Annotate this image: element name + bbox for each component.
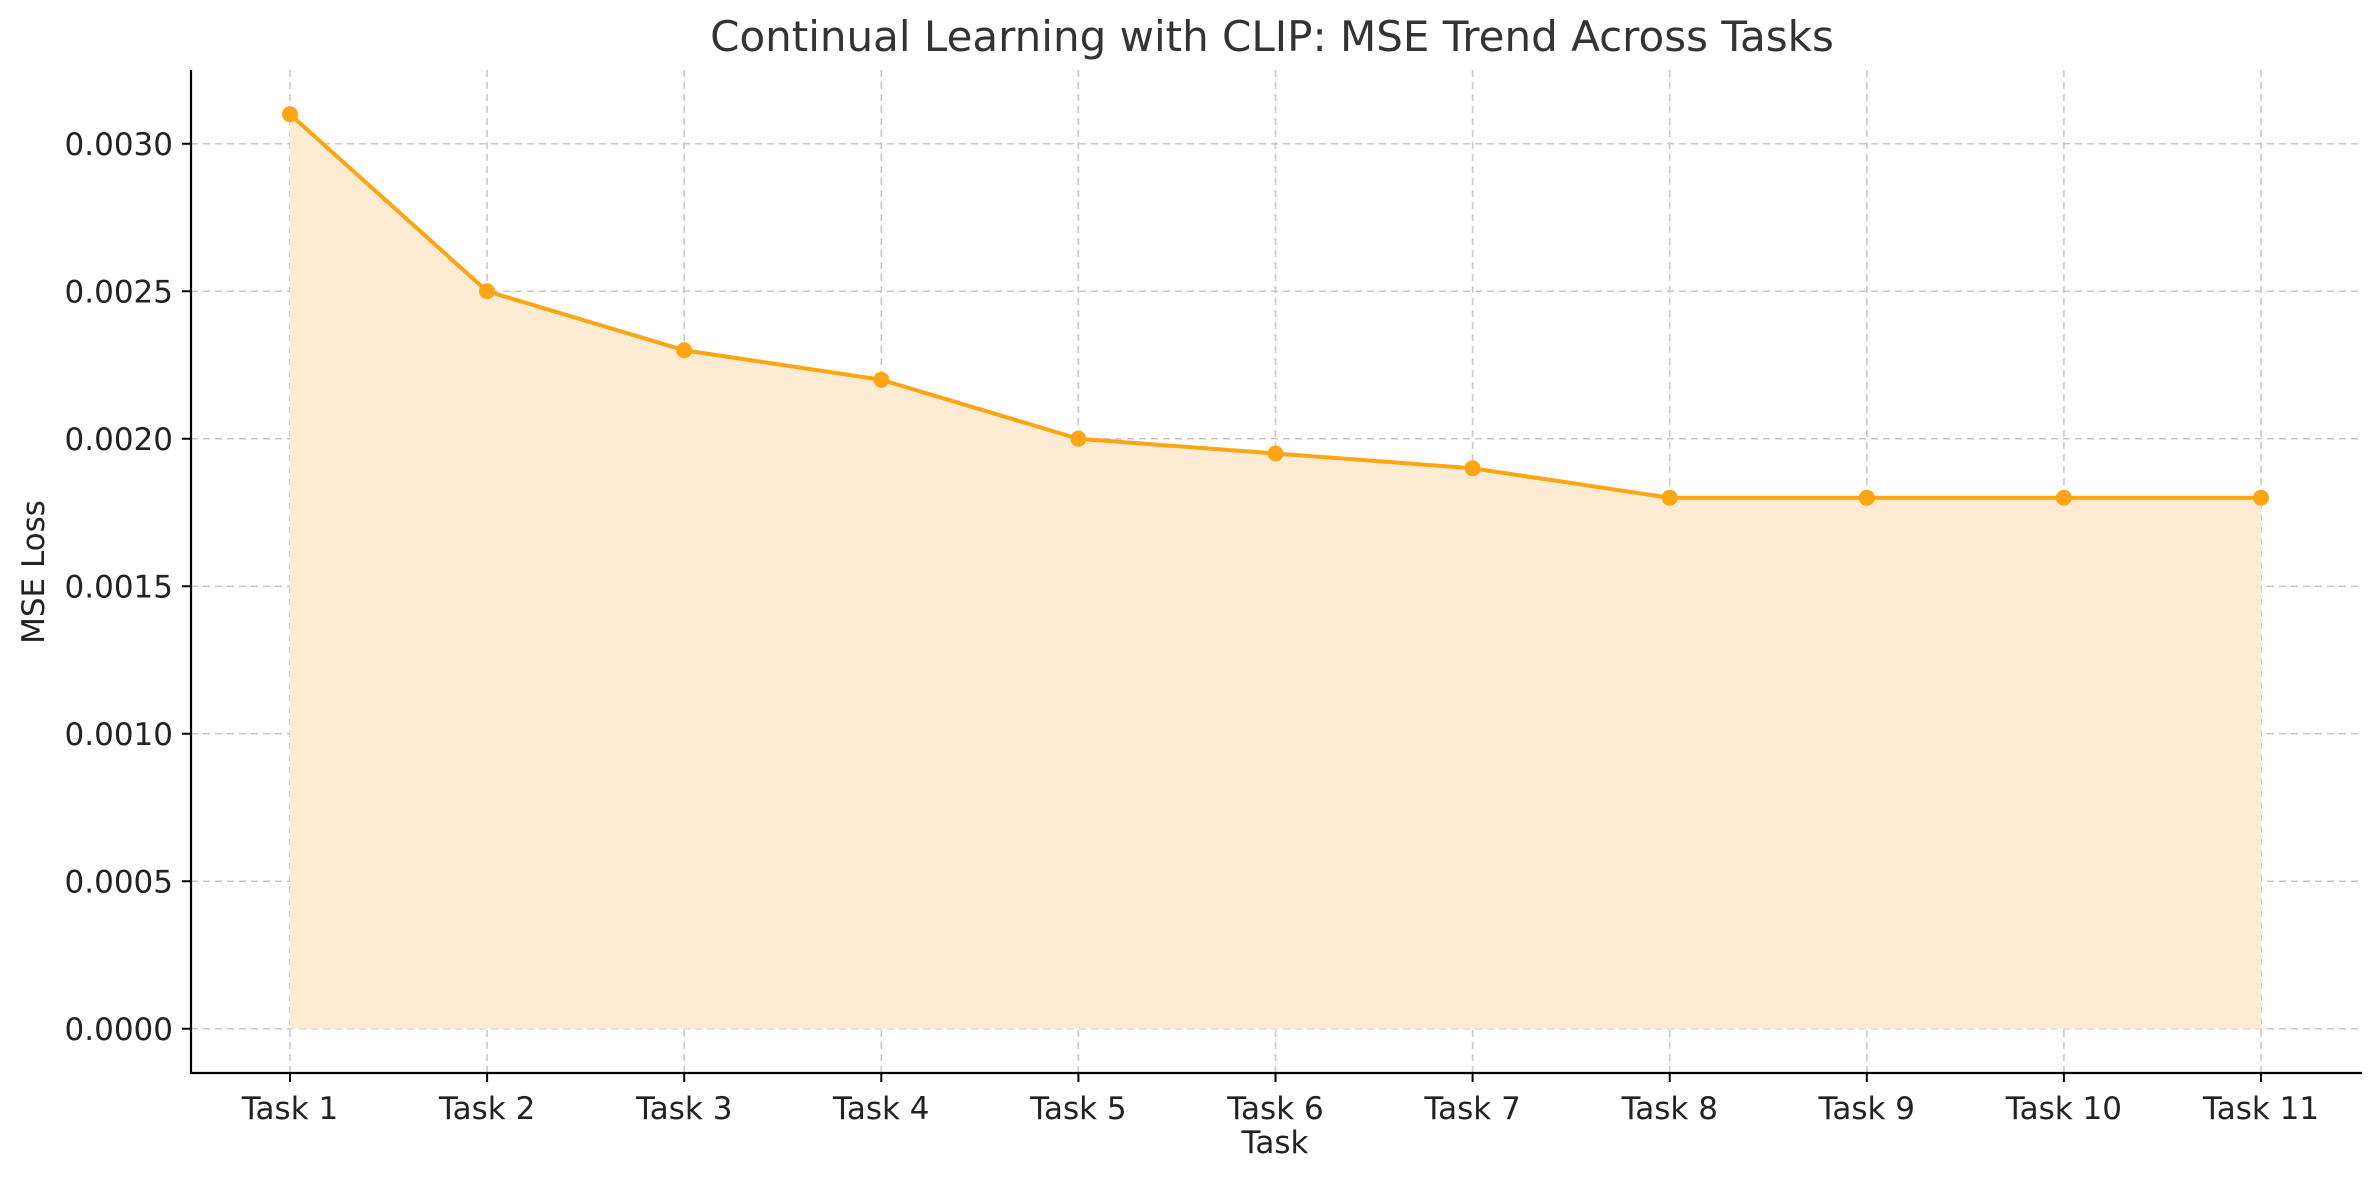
data-point [1267, 445, 1284, 462]
data-point [282, 106, 298, 123]
x-tick-label: Task 11 [2202, 1091, 2319, 1127]
data-point [676, 342, 693, 359]
ticks: Task 1 Task 2 Task 3 Task 4 Task 5 Task 6 Task… [65, 127, 2320, 1127]
y-tick-label: 0.0015 [65, 569, 173, 605]
data-point [873, 371, 890, 388]
data-point [1070, 430, 1087, 447]
data-point [1464, 460, 1481, 477]
y-tick-label: 0.0030 [65, 127, 173, 163]
data-point [2055, 489, 2072, 506]
x-tick-label: Task 5 [1029, 1091, 1126, 1127]
area-layer [290, 114, 2261, 1029]
chart-title: Continual Learning with CLIP: MSE Trend … [710, 12, 1834, 61]
y-axis-label: MSE Loss [16, 500, 52, 644]
data-point [2253, 489, 2269, 506]
series-area-fill [290, 114, 2261, 1029]
x-tick-label: Task 1 [241, 1091, 338, 1127]
data-point [1858, 489, 1875, 506]
x-tick-label: Task 6 [1226, 1091, 1323, 1127]
x-tick-label: Task 9 [1818, 1091, 1915, 1127]
y-tick-label: 0.0005 [65, 864, 173, 900]
data-point [1661, 489, 1678, 506]
x-tick-label: Task 7 [1423, 1091, 1520, 1127]
y-tick-label: 0.0025 [65, 274, 173, 310]
x-tick-label: Task 4 [832, 1091, 929, 1127]
y-tick-label: 0.0020 [65, 422, 173, 458]
marker-layer [282, 106, 2269, 506]
x-axis-label: Task [1241, 1125, 1309, 1161]
x-tick-label: Task 10 [2005, 1091, 2122, 1127]
data-point [479, 283, 496, 300]
x-tick-label: Task 3 [635, 1091, 732, 1127]
x-tick-label: Task 2 [438, 1091, 535, 1127]
y-tick-label: 0.0000 [65, 1012, 173, 1048]
y-tick-label: 0.0010 [65, 717, 173, 753]
x-tick-label: Task 8 [1620, 1091, 1717, 1127]
